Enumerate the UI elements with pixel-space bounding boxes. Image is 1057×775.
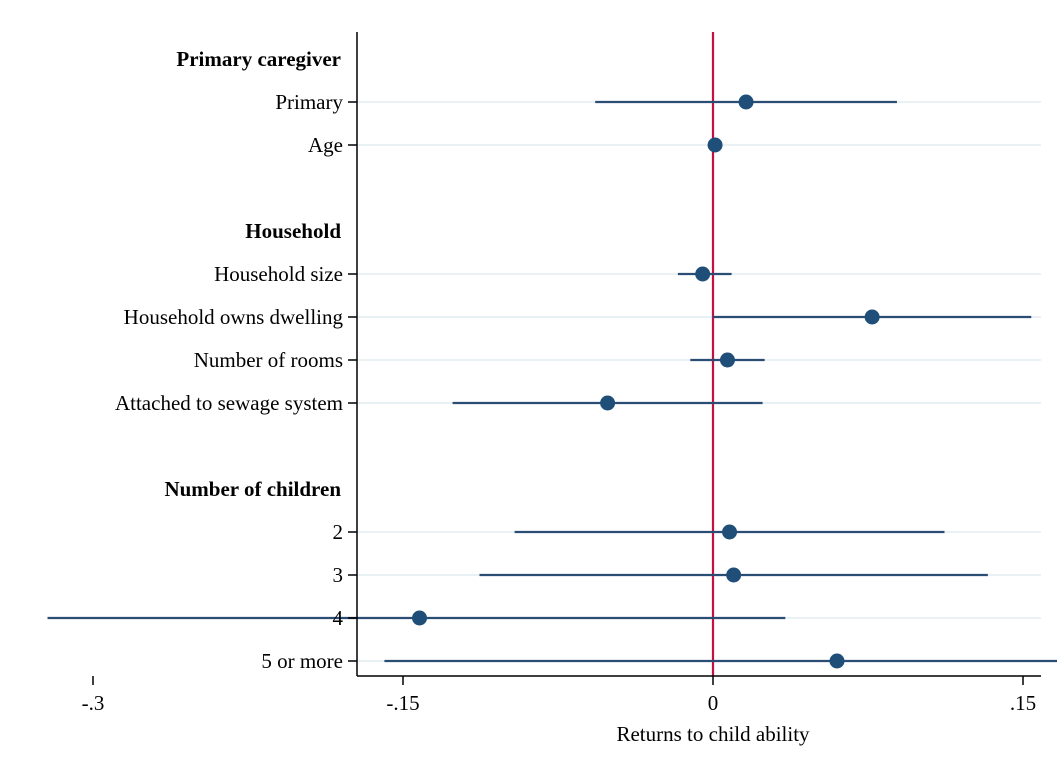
point-estimate [412,610,428,626]
x-axis-ticks: -.3-.150.15.3 [82,676,1036,715]
y-axis-labels: Primary Age Household size Household owns d… [115,47,357,673]
point-estimates [412,94,880,669]
group-heading: Number of children [164,477,341,501]
point-estimate [707,137,723,153]
group-heading: Primary caregiver [176,47,341,71]
group-heading: Household [245,219,341,243]
point-estimate [695,266,711,282]
category-label: 5 or more [261,649,343,673]
point-estimate [738,94,754,110]
category-label: Household owns dwelling [124,305,344,329]
gridlines [357,101,1041,662]
category-label: Number of rooms [194,348,343,372]
category-label: Age [308,133,343,157]
category-label: 2 [333,520,344,544]
category-label: Household size [214,262,343,286]
x-tick-label: -.15 [386,691,419,715]
point-estimate [719,352,735,368]
category-label: 3 [333,563,344,587]
x-tick-label: -.3 [82,691,105,715]
point-estimate [829,653,845,669]
point-estimate [864,309,880,325]
x-axis-title: Returns to child ability [616,722,810,746]
point-estimate [722,524,738,540]
category-label: Primary [275,90,343,114]
point-estimate [600,395,616,411]
x-tick-label: 0 [708,691,719,715]
category-label: Attached to sewage system [115,391,343,415]
category-label: 4 [333,606,344,630]
point-estimate [726,567,742,583]
confidence-intervals [47,100,1057,663]
x-tick-label: .15 [1010,691,1036,715]
